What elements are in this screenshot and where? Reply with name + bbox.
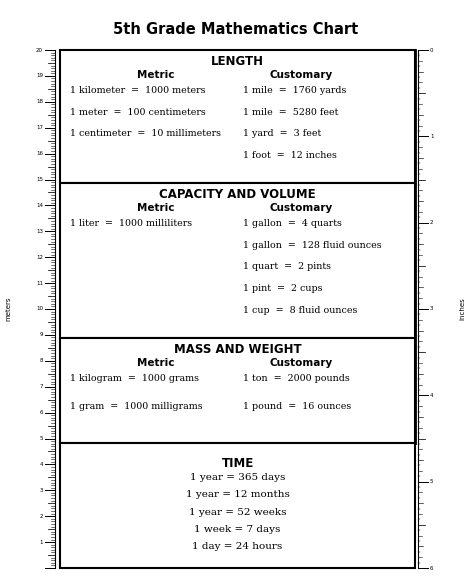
Text: 1 foot  =  12 inches: 1 foot = 12 inches (243, 151, 336, 160)
Text: 5th Grade Mathematics Chart: 5th Grade Mathematics Chart (114, 22, 359, 37)
Text: 2: 2 (40, 514, 43, 519)
Text: 1 yard  =  3 feet: 1 yard = 3 feet (243, 129, 321, 138)
Text: 1 pint  =  2 cups: 1 pint = 2 cups (243, 284, 322, 293)
Bar (60, 443, 415, 568)
Text: 13: 13 (36, 229, 43, 234)
Text: 16: 16 (36, 151, 43, 156)
Text: 20: 20 (36, 47, 43, 52)
Text: 1 mile  =  5280 feet: 1 mile = 5280 feet (243, 108, 338, 116)
Text: 1 liter  =  1000 milliliters: 1 liter = 1000 milliliters (70, 219, 192, 228)
Text: 6: 6 (40, 410, 43, 415)
Text: 18: 18 (36, 99, 43, 104)
Text: 9: 9 (40, 332, 43, 338)
Text: 1 kilogram  =  1000 grams: 1 kilogram = 1000 grams (70, 374, 199, 383)
Text: 1 day = 24 hours: 1 day = 24 hours (193, 542, 283, 551)
Text: 15: 15 (36, 177, 43, 182)
Text: 1 cup  =  8 fluid ounces: 1 cup = 8 fluid ounces (243, 306, 357, 315)
Text: 19: 19 (36, 73, 43, 78)
Text: 1 pound  =  16 ounces: 1 pound = 16 ounces (243, 402, 351, 411)
Text: 6: 6 (430, 566, 433, 570)
Text: CAPACITY AND VOLUME: CAPACITY AND VOLUME (159, 188, 316, 201)
Bar (60, 50, 415, 443)
Text: 2: 2 (430, 220, 433, 225)
Text: 1 quart  =  2 pints: 1 quart = 2 pints (243, 263, 331, 271)
Text: 17: 17 (36, 125, 43, 130)
Text: meters: meters (5, 297, 11, 321)
Text: 1 ton  =  2000 pounds: 1 ton = 2000 pounds (243, 374, 349, 383)
Text: 1 meter  =  100 centimeters: 1 meter = 100 centimeters (70, 108, 206, 116)
Text: 1 gallon  =  4 quarts: 1 gallon = 4 quarts (243, 219, 342, 228)
Bar (60, 50, 415, 183)
Text: Customary: Customary (270, 70, 333, 80)
Text: LENGTH: LENGTH (211, 55, 264, 68)
Text: Metric: Metric (137, 70, 175, 80)
Text: Metric: Metric (137, 358, 175, 368)
Text: 1 year = 365 days: 1 year = 365 days (190, 473, 285, 482)
Text: inches: inches (459, 298, 465, 320)
Text: 1 year = 12 months: 1 year = 12 months (185, 490, 289, 499)
Text: 1: 1 (40, 540, 43, 544)
Text: Metric: Metric (137, 203, 175, 213)
Text: TIME: TIME (221, 457, 254, 470)
Text: 1 gram  =  1000 milligrams: 1 gram = 1000 milligrams (70, 402, 202, 411)
Text: 11: 11 (36, 281, 43, 286)
Text: 3: 3 (430, 306, 433, 312)
Text: 10: 10 (36, 306, 43, 312)
Text: 8: 8 (40, 358, 43, 363)
Text: 14: 14 (36, 203, 43, 208)
Text: 4: 4 (430, 393, 433, 398)
Text: Customary: Customary (270, 358, 333, 368)
Text: 1 mile  =  1760 yards: 1 mile = 1760 yards (243, 86, 346, 95)
Text: 5: 5 (430, 479, 433, 484)
Text: Customary: Customary (270, 203, 333, 213)
Text: 5: 5 (40, 436, 43, 441)
Text: 1 year = 52 weeks: 1 year = 52 weeks (189, 507, 286, 517)
Text: 1: 1 (430, 134, 433, 139)
Text: 12: 12 (36, 255, 43, 260)
Text: 1 week = 7 days: 1 week = 7 days (194, 525, 280, 534)
Text: 7: 7 (40, 384, 43, 389)
Text: MASS AND WEIGHT: MASS AND WEIGHT (174, 343, 301, 356)
Bar (60, 338, 415, 443)
Bar (60, 183, 415, 338)
Text: 4: 4 (40, 462, 43, 467)
Text: 1 centimeter  =  10 millimeters: 1 centimeter = 10 millimeters (70, 129, 221, 138)
Text: 3: 3 (40, 488, 43, 493)
Text: 1 kilometer  =  1000 meters: 1 kilometer = 1000 meters (70, 86, 205, 95)
Text: 1 gallon  =  128 fluid ounces: 1 gallon = 128 fluid ounces (243, 241, 381, 250)
Text: 0: 0 (430, 47, 433, 52)
